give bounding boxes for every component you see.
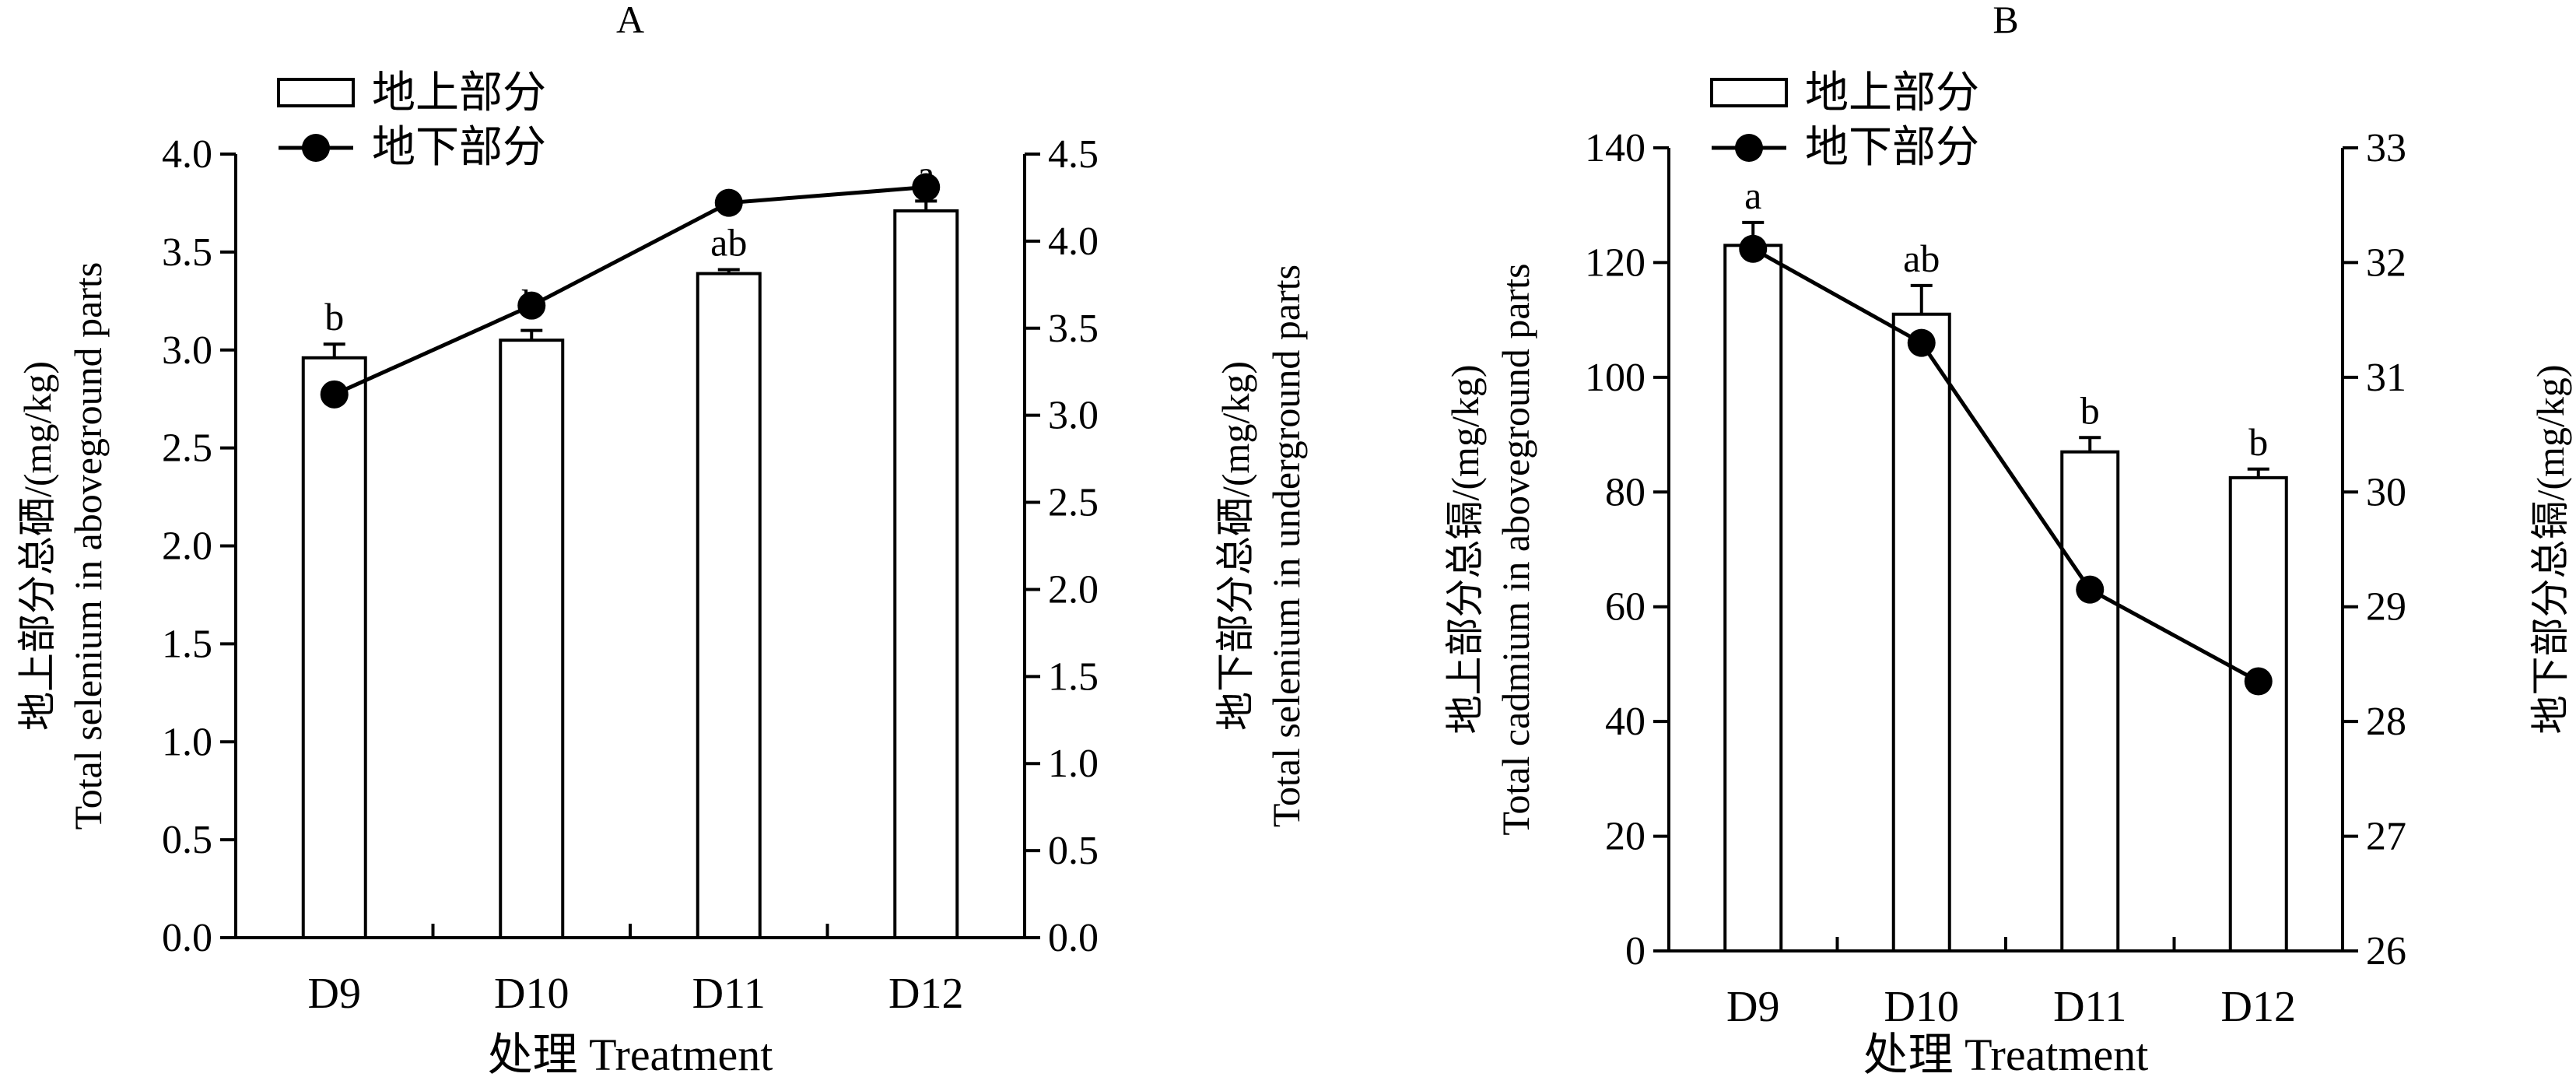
y-tick-label: 4.0 — [162, 132, 212, 177]
y2-tick-label: 1.0 — [1048, 742, 1099, 786]
y-tick-label: 2.5 — [162, 426, 212, 471]
y2-axis-title-cn: 地下部分总镉/(mg/kg) — [2529, 365, 2572, 735]
y2-axis-title: 地下部分总硒/(mg/kg) Total selenium in undergro… — [1214, 265, 1308, 827]
bar — [696, 272, 762, 939]
y2-tick-label: 30 — [2366, 470, 2406, 514]
x-tick-label: D10 — [494, 970, 569, 1018]
significance-label: b — [2248, 420, 2268, 464]
x-tick-label: D9 — [308, 970, 361, 1018]
legend-label: 地上部分 — [1805, 69, 1979, 118]
y-tick-label: 0 — [1625, 929, 1645, 973]
y2-axis-title: 地下部分总镉/(mg/kg)Total cadmium in undergrou… — [2529, 365, 2572, 735]
x-tick-label: D10 — [1884, 983, 1959, 1031]
line-point — [1907, 328, 1936, 357]
y-tick-label: 3.5 — [162, 230, 212, 275]
y2-tick-label: 2.5 — [1048, 481, 1099, 525]
x-tick-label: D11 — [2053, 983, 2126, 1031]
y-tick-label: 140 — [1585, 126, 1645, 170]
y2-tick-label: 32 — [2366, 240, 2406, 285]
y-tick-label: 80 — [1605, 470, 1645, 514]
significance-label: a — [1744, 174, 1761, 217]
bar — [2228, 475, 2288, 952]
y2-axis-title-en: Total selenium in underground parts — [1264, 265, 1308, 827]
chart-panel-b: B 0 20 40 60 80 100 120 140 26 27 28 29 30 31 32 33 D9 D10… — [1443, 0, 2572, 1080]
y-tick-label: 40 — [1605, 700, 1645, 744]
legend-bar-swatch — [1710, 78, 1788, 107]
panel-label: A — [616, 0, 644, 41]
y2-tick-label: 33 — [2366, 126, 2406, 170]
line-point — [517, 291, 546, 320]
line-point — [1739, 234, 1768, 263]
y2-tick-label: 27 — [2366, 815, 2406, 859]
line-point — [714, 188, 743, 217]
chart-panel-a: A 0.0 0.5 1.0 1.5 2.0 2.5 3.0 3.5 4.0 0.0 0.5 1.0 1.5… — [16, 0, 1308, 1080]
y-tick-label: 0.0 — [162, 916, 212, 960]
y-tick-label: 60 — [1605, 585, 1645, 630]
x-tick-label: D12 — [2221, 983, 2296, 1031]
y2-tick-label: 4.5 — [1048, 132, 1099, 177]
x-axis-title: 处理 Treatment — [1863, 1030, 2149, 1080]
x-tick-label: D11 — [692, 970, 766, 1018]
significance-label: ab — [1903, 237, 1940, 280]
bar — [2060, 450, 2120, 952]
y2-tick-label: 3.5 — [1048, 307, 1099, 351]
y2-tick-label: 31 — [2366, 356, 2406, 400]
y-tick-label: 0.5 — [162, 818, 212, 862]
line-point — [320, 380, 349, 409]
y-tick-label: 3.0 — [162, 328, 212, 373]
x-tick-label: D9 — [1726, 983, 1779, 1031]
legend-marker — [1735, 134, 1763, 162]
y-tick-label: 20 — [1605, 815, 1645, 859]
bar — [301, 356, 367, 939]
series-line — [1752, 247, 2259, 683]
legend-label: 地下部分 — [372, 124, 546, 172]
y2-tick-label: 0.0 — [1048, 916, 1099, 960]
series-line — [333, 185, 927, 397]
y2-tick-label: 2.0 — [1048, 567, 1099, 612]
panel-label: B — [1992, 0, 2018, 41]
y2-tick-label: 28 — [2366, 700, 2406, 744]
y-tick-label: 100 — [1585, 356, 1645, 400]
y2-tick-label: 3.0 — [1048, 394, 1099, 438]
y2-tick-label: 26 — [2366, 929, 2406, 973]
y2-axis-title-cn: 地下部分总硒/(mg/kg) — [1214, 361, 1257, 731]
bar — [499, 339, 565, 940]
y-axis-title-en: Total selenium in aboveground parts — [66, 262, 110, 830]
x-axis-title: 处理 Treatment — [488, 1030, 773, 1080]
x-tick-label: D12 — [888, 970, 963, 1018]
y2-tick-label: 1.5 — [1048, 654, 1099, 699]
legend-label: 地下部分 — [1805, 124, 1979, 172]
bar — [1723, 244, 1783, 953]
line-point — [2244, 667, 2273, 696]
y2-tick-label: 4.0 — [1048, 219, 1099, 264]
y2-tick-label: 0.5 — [1048, 829, 1099, 873]
bar — [893, 209, 959, 939]
y-tick-label: 120 — [1585, 240, 1645, 285]
bar — [1891, 312, 1951, 952]
significance-label: ab — [710, 221, 747, 265]
legend-label: 地上部分 — [372, 69, 546, 118]
significance-label: b — [2080, 388, 2100, 432]
y2-tick-label: 29 — [2366, 585, 2406, 630]
legend-bar-swatch — [277, 78, 355, 107]
y-tick-label: 2.0 — [162, 524, 212, 569]
line-point — [2076, 575, 2105, 604]
line-point — [912, 173, 941, 202]
significance-label: b — [324, 295, 344, 339]
y-axis-title-cn: 地上部分总镉/(mg/kg) — [1443, 365, 1487, 735]
y-axis-title: 地上部分总硒/(mg/kg) Total selenium in abovegro… — [16, 262, 110, 830]
y-axis-title: 地上部分总镉/(mg/kg) Total cadmium in abovegrou… — [1443, 263, 1537, 835]
y-tick-label: 1.5 — [162, 622, 212, 666]
y-axis-title-cn: 地上部分总硒/(mg/kg) — [16, 361, 59, 731]
y-axis-title-en: Total cadmium in aboveground parts — [1494, 263, 1537, 835]
y-tick-label: 1.0 — [162, 720, 212, 764]
legend-marker — [302, 134, 330, 162]
